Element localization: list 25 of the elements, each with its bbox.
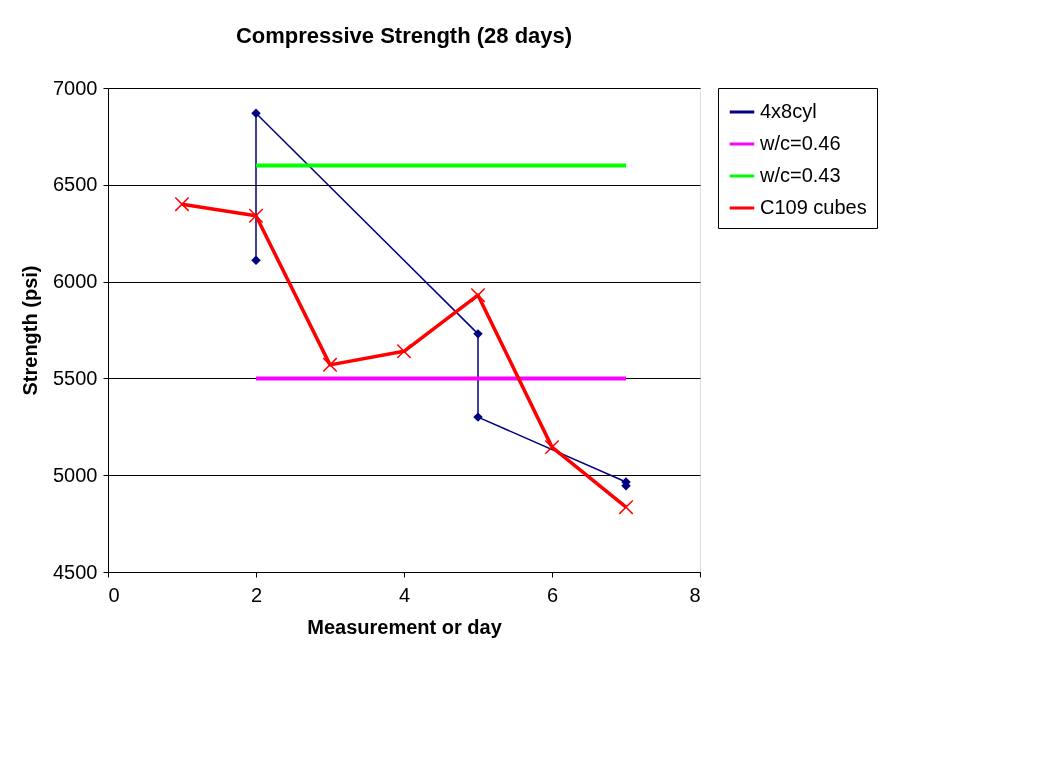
y-tick-label: 7000: [53, 76, 98, 99]
x-tick-label: 4: [398, 583, 411, 606]
x-tick-label: 2: [250, 583, 263, 606]
point: [248, 208, 264, 224]
y-axis-title: Strength (psi): [19, 265, 42, 396]
chart-title: Compressive Strength (28 days): [235, 23, 573, 48]
y-tick-label: 4500: [53, 560, 98, 583]
y-tick-label: 5000: [53, 463, 98, 486]
x-tick-label: 6: [546, 583, 559, 606]
legend-label: C109 cubes: [760, 196, 867, 218]
point: [174, 196, 190, 212]
y-tick-label: 6000: [53, 270, 98, 293]
legend-label: w/c=0.43: [759, 164, 841, 186]
point: [396, 343, 412, 359]
y-tick-label: 5500: [53, 366, 98, 389]
point: [251, 255, 261, 266]
x-tick-label: 8: [689, 583, 701, 606]
legend-label: 4x8cyl: [760, 100, 817, 122]
point: [470, 287, 486, 303]
point: [322, 357, 338, 373]
legend-label: w/c=0.46: [759, 132, 841, 154]
y-tick-label: 6500: [53, 173, 98, 196]
point: [618, 499, 634, 515]
x-tick-label: 0: [108, 583, 120, 606]
x-axis-title: Measurement or day: [307, 615, 503, 638]
